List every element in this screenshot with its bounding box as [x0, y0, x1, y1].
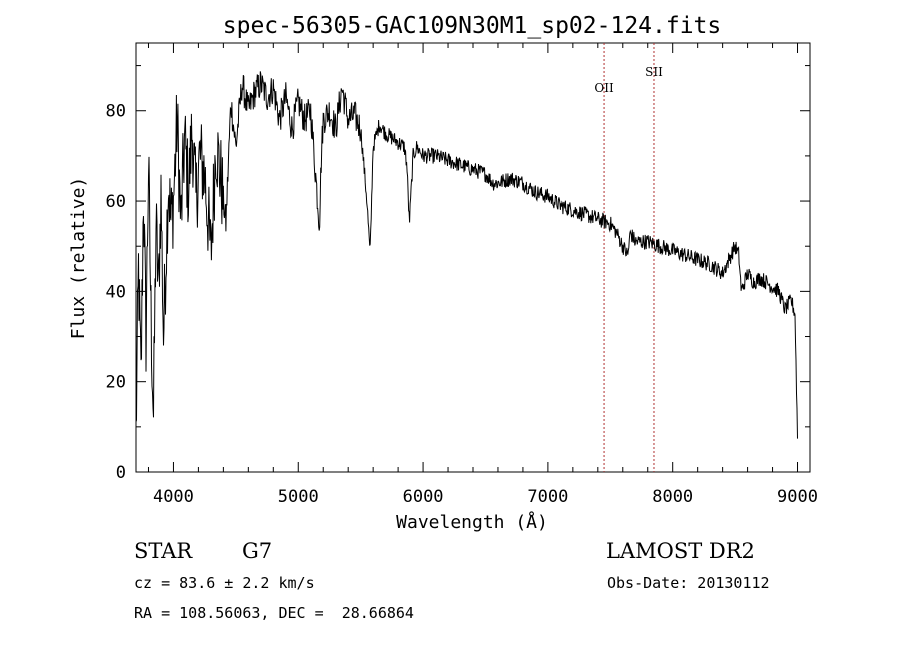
obs-date-text: Obs-Date: 20130112	[607, 574, 770, 592]
x-tick-label: 5000	[278, 487, 319, 507]
coordinates-text: RA = 108.56063, DEC = 28.66864	[134, 604, 414, 622]
y-tick-label: 80	[106, 102, 126, 122]
redshift-text: cz = 83.6 ± 2.2 km/s	[134, 574, 315, 592]
y-axis-label: Flux (relative)	[68, 177, 89, 340]
line-marker-label: OII	[594, 81, 614, 95]
y-tick-label: 60	[106, 192, 126, 212]
x-tick-label: 7000	[527, 487, 568, 507]
x-tick-label: 4000	[153, 487, 194, 507]
object-type: STAR	[134, 539, 193, 563]
x-tick-labels: 4000 5000 6000 7000 8000 9000	[153, 487, 818, 507]
object-subclass: G7	[242, 539, 273, 563]
axis-ticks	[136, 43, 810, 473]
spectrum-line	[135, 71, 798, 439]
x-tick-label: 9000	[777, 487, 818, 507]
y-tick-label: 40	[106, 282, 126, 302]
survey-name: LAMOST DR2	[606, 539, 755, 563]
x-tick-label: 8000	[652, 487, 693, 507]
y-tick-label: 0	[116, 463, 126, 483]
line-marker-label: SII	[645, 65, 663, 79]
x-tick-label: 6000	[403, 487, 444, 507]
y-tick-labels: 0 20 40 60 80	[106, 102, 126, 483]
x-axis-label: Wavelength (Å)	[396, 511, 548, 533]
plot-frame	[135, 42, 811, 473]
y-tick-label: 20	[106, 373, 126, 393]
chart-title: spec-56305-GAC109N30M1_sp02-124.fits	[223, 13, 722, 39]
line-markers: OII SII	[594, 43, 663, 472]
